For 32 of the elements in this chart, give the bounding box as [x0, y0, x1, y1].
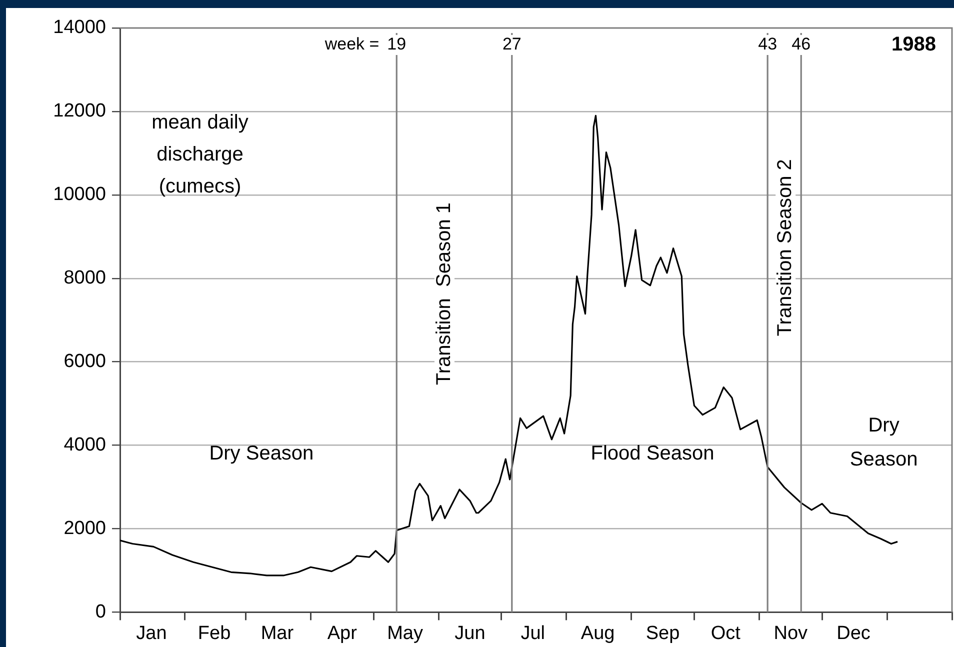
y-tick-label: 8000 [64, 268, 106, 289]
x-tick-label: Dec [836, 622, 870, 644]
x-tick-label: Jul [520, 622, 546, 644]
x-tick-label: Oct [710, 622, 742, 644]
annotation: Flood Season [590, 442, 714, 464]
x-tick-label: Aug [580, 622, 615, 644]
x-tick-label: Jun [454, 622, 486, 644]
x-tick-label: Nov [774, 622, 808, 644]
ref-line-label: 27 [502, 34, 522, 54]
ref-line-label: 46 [792, 34, 811, 54]
annotation: Dry Season [209, 442, 314, 464]
y-tick-label: 0 [95, 601, 106, 622]
annotation: Transition Season 2 [774, 159, 796, 336]
chart-title: 1988 [892, 34, 936, 56]
ref-line-label: 19 [387, 34, 406, 54]
x-tick-label: Sep [646, 622, 680, 644]
y-tick-label: 4000 [64, 434, 106, 456]
ref-line-label: 43 [758, 34, 778, 54]
x-tick-label: Mar [260, 622, 294, 644]
x-tick-label: Jan [136, 622, 167, 644]
annotation: week = [324, 34, 380, 54]
y-axis-title: mean daily discharge (cumecs) [152, 112, 248, 198]
y-tick-label: 10000 [53, 184, 106, 206]
y-tick-label: 14000 [53, 17, 106, 38]
x-tick-label: Apr [327, 622, 358, 644]
x-tick-label: Feb [198, 622, 231, 644]
y-tick-label: 12000 [53, 100, 106, 122]
annotation: Transition Season 1 [432, 202, 455, 386]
x-tick-label: May [387, 622, 424, 644]
y-tick-label: 6000 [64, 351, 106, 372]
y-tick-label: 2000 [64, 518, 106, 539]
annotation: Dry Season [850, 414, 918, 470]
